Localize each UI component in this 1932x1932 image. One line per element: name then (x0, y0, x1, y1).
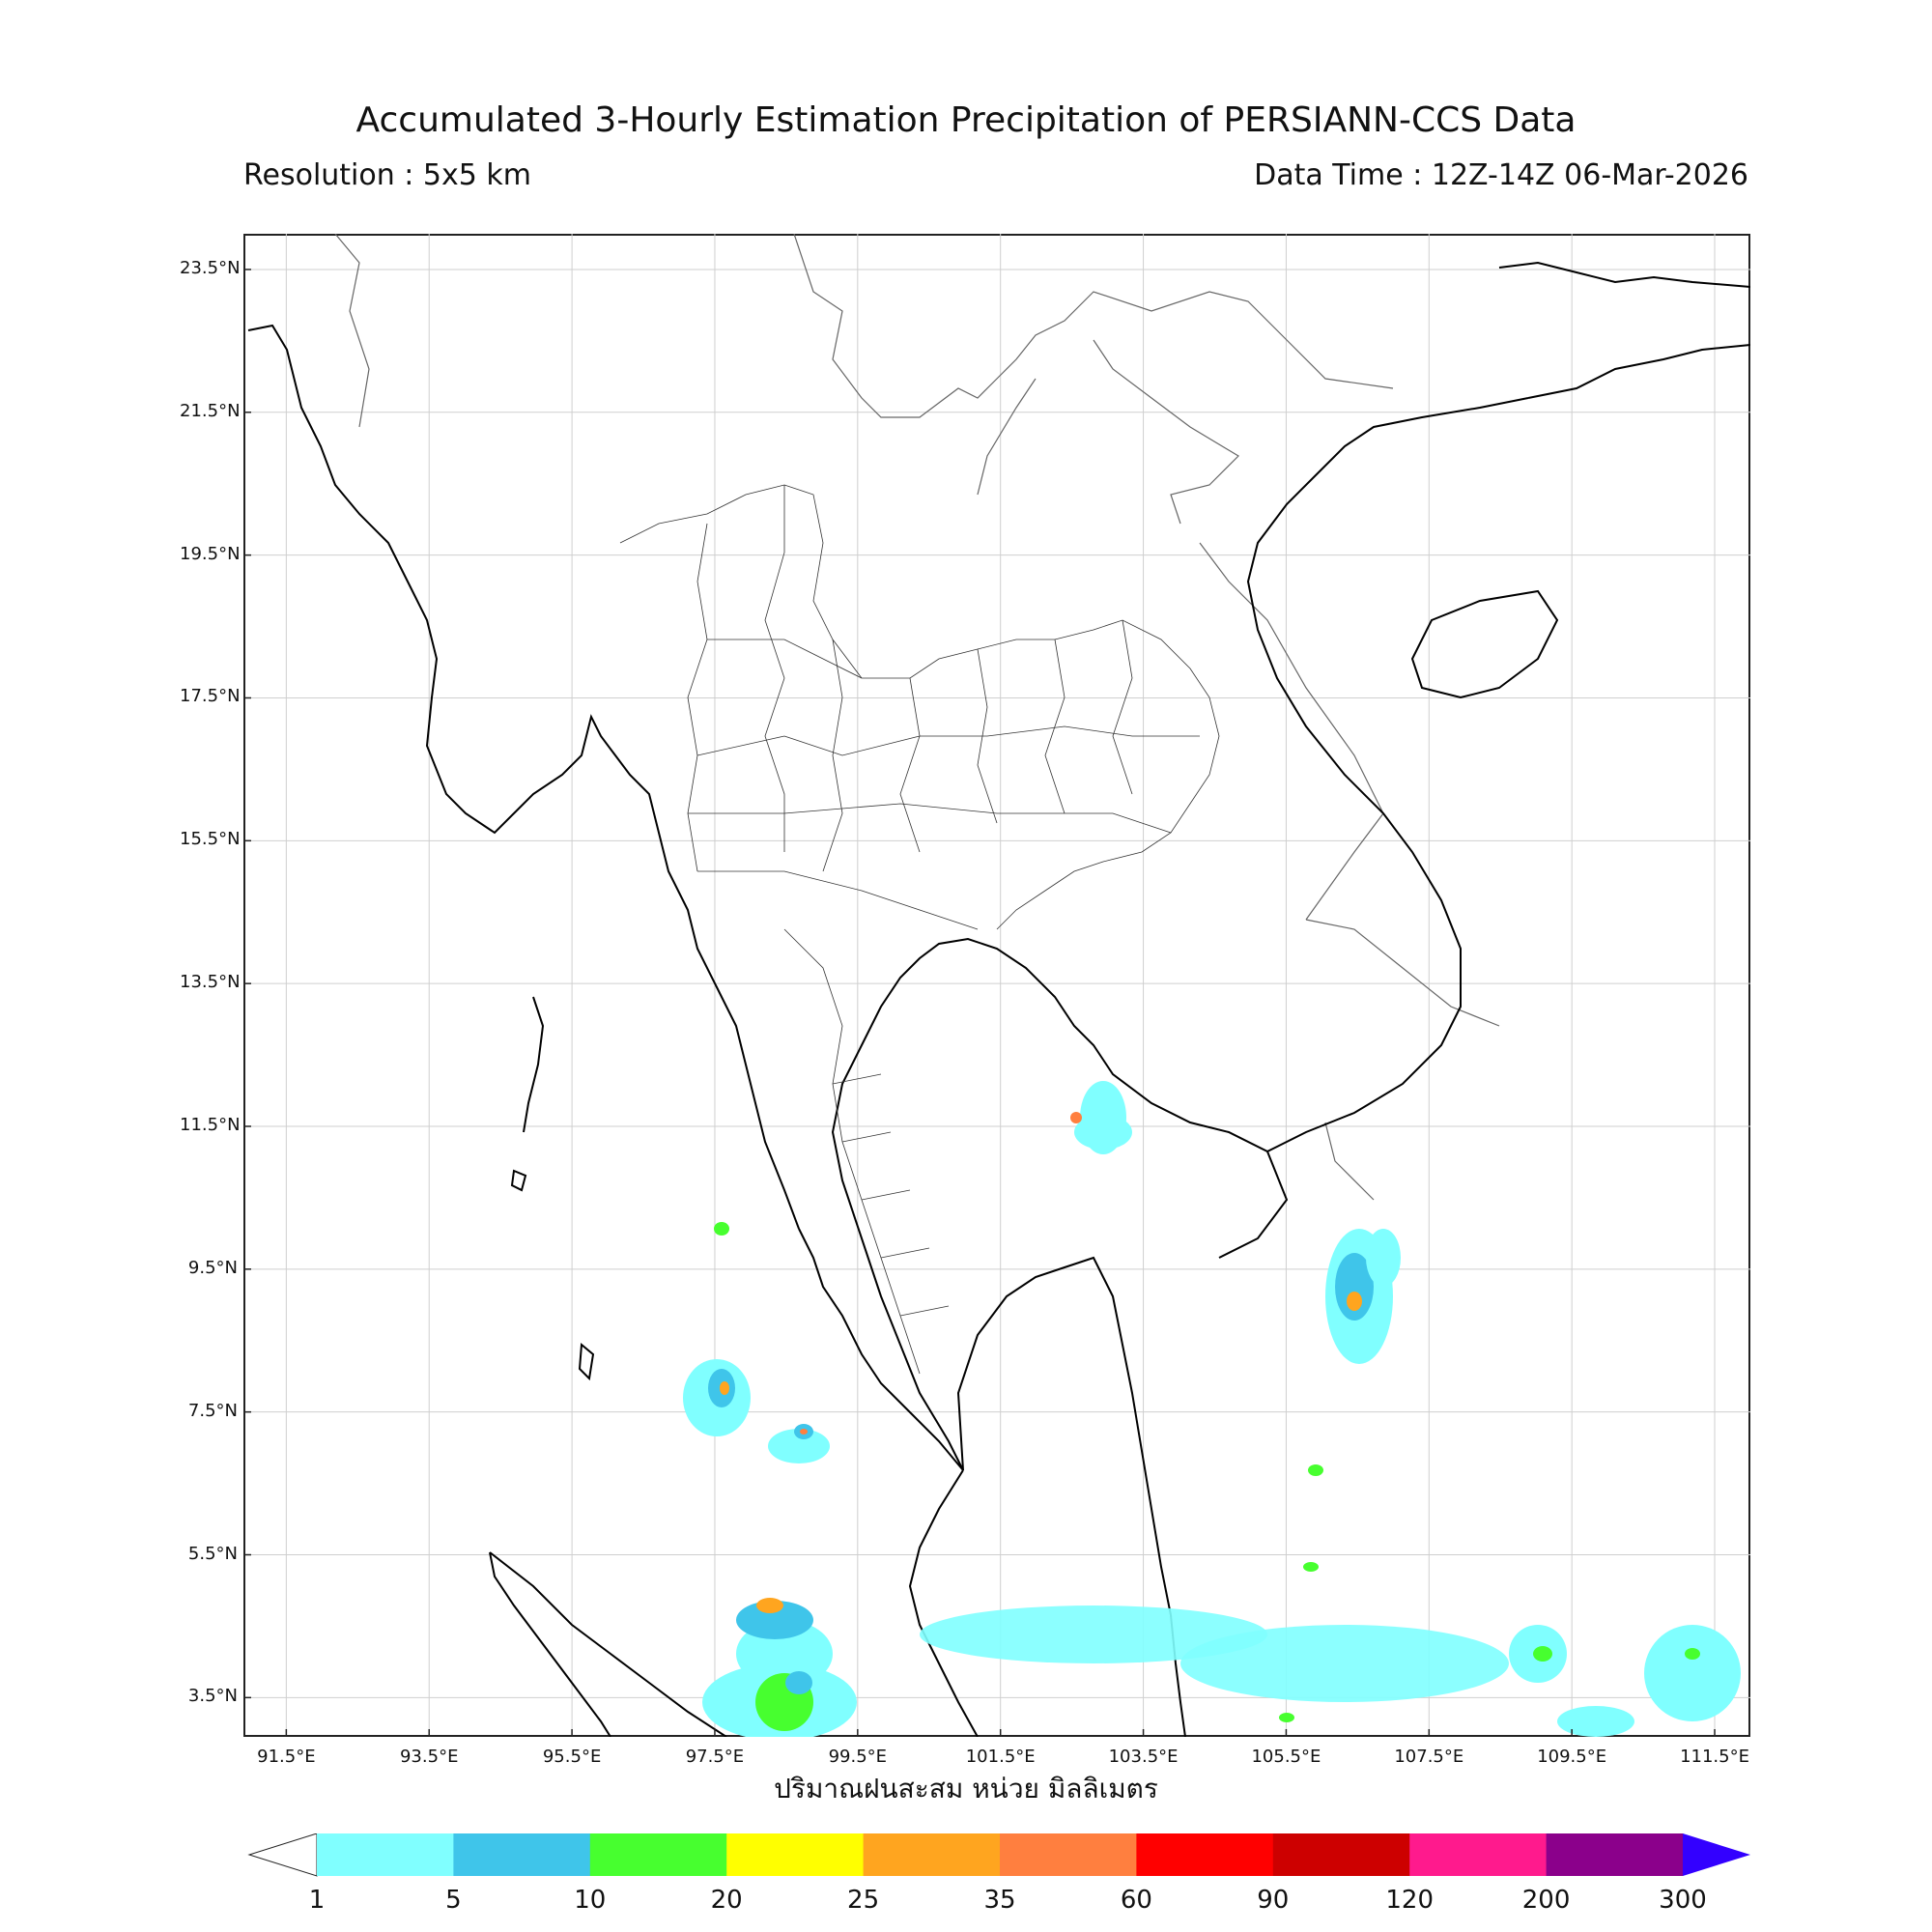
lon-tick-label: 103.5°E (1108, 1747, 1179, 1767)
precipitation-field (683, 1081, 1741, 1737)
lat-tick-label: 17.5°N (180, 686, 241, 707)
graticule (243, 234, 1750, 1737)
lat-tick-label: 11.5°N (180, 1114, 241, 1135)
colorbar-segment (1272, 1833, 1410, 1876)
colorbar-segment (1136, 1833, 1274, 1876)
axis-ticks (243, 269, 1716, 1737)
colorbar-segment (1409, 1833, 1548, 1876)
colorbar-tick-label: 5 (445, 1886, 462, 1915)
colorbar-tick-label: 25 (847, 1886, 880, 1915)
colorbar-segment (726, 1833, 865, 1876)
lon-tick-label: 99.5°E (828, 1747, 888, 1767)
lon-tick-label: 107.5°E (1394, 1747, 1464, 1767)
lon-tick-label: 101.5°E (965, 1747, 1036, 1767)
colorbar-under-arrow (247, 1833, 318, 1877)
colorbar (247, 1833, 1750, 1877)
map-title: Accumulated 3-Hourly Estimation Precipit… (355, 100, 1577, 140)
lat-tick-label: 5.5°N (187, 1543, 238, 1564)
lat-tick-label: 9.5°N (187, 1257, 238, 1278)
lat-tick-label: 13.5°N (180, 972, 241, 993)
lat-tick-label: 7.5°N (187, 1400, 238, 1421)
colorbar-segment (1546, 1833, 1684, 1876)
country-borders (334, 234, 1500, 1201)
thailand-province-boundaries (619, 484, 1220, 1375)
colorbar-tick-label: 60 (1120, 1886, 1152, 1915)
colorbar-tick-label: 1 (308, 1886, 326, 1915)
colorbar-segment (1000, 1833, 1137, 1876)
colorbar-tick-label: 300 (1659, 1886, 1707, 1915)
colorbar-tick-label: 200 (1521, 1886, 1571, 1915)
colorbar-tick-label: 120 (1385, 1886, 1434, 1915)
map-frame (243, 234, 1750, 1737)
lat-tick-label: 3.5°N (187, 1686, 238, 1707)
colorbar-segment (589, 1833, 727, 1876)
colorbar-tick-label: 35 (983, 1886, 1016, 1915)
lat-tick-label: 15.5°N (180, 829, 241, 850)
colorbar-tick-label: 20 (710, 1886, 743, 1915)
coastlines (247, 261, 1750, 1737)
lon-tick-label: 105.5°E (1251, 1747, 1321, 1767)
lon-tick-label: 111.5°E (1680, 1747, 1749, 1767)
lon-tick-label: 93.5°E (399, 1747, 459, 1767)
resolution-label: Resolution : 5x5 km (243, 158, 531, 192)
colorbar-tick-label: 90 (1257, 1886, 1290, 1915)
colorbar-segment (863, 1833, 1001, 1876)
lat-tick-label: 19.5°N (180, 543, 241, 564)
lat-tick-label: 23.5°N (180, 257, 241, 278)
colorbar-over-arrow (1683, 1833, 1750, 1876)
colorbar-segment (453, 1833, 591, 1876)
map-canvas (243, 234, 1750, 1737)
lon-tick-label: 95.5°E (542, 1747, 602, 1767)
colorbar-segment (317, 1833, 454, 1876)
lon-tick-label: 91.5°E (257, 1747, 316, 1767)
data-time-label: Data Time : 12Z-14Z 06-Mar-2026 (1254, 158, 1748, 192)
x-axis-title: ปริมาณฝนสะสม หน่วย มิลลิเมตร (774, 1773, 1158, 1804)
map-panel (243, 234, 1750, 1737)
lat-tick-label: 21.5°N (180, 400, 241, 421)
colorbar-tick-label: 10 (574, 1886, 607, 1915)
lon-tick-label: 109.5°E (1537, 1747, 1607, 1767)
lon-tick-label: 97.5°E (685, 1747, 745, 1767)
